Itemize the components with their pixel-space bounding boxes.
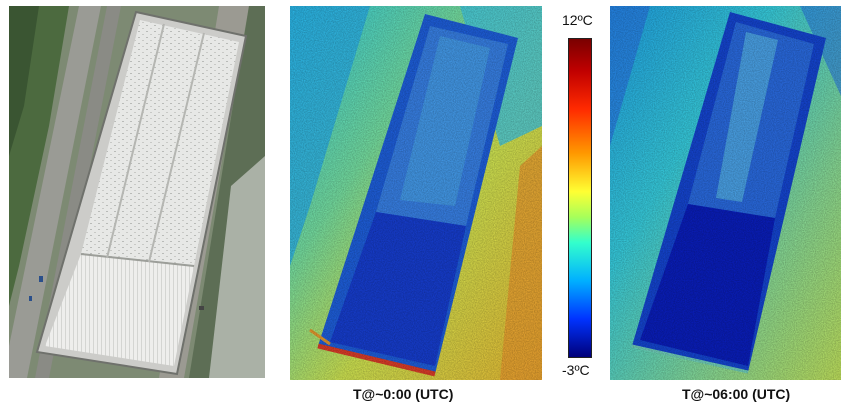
aerial-photo [9, 6, 265, 378]
caption-thermal-morning: T@~06:00 (UTC) [682, 386, 791, 402]
colorbar-gradient [568, 38, 592, 358]
colorbar-max-label: 12ºC [562, 12, 593, 28]
colorbar-min-label: -3ºC [562, 362, 590, 378]
thermal-image-midnight [290, 6, 542, 380]
caption-thermal-midnight: T@~0:00 (UTC) [353, 386, 454, 402]
temperature-colorbar: 12ºC -3ºC [562, 8, 602, 380]
thermal-image-morning [610, 6, 841, 380]
